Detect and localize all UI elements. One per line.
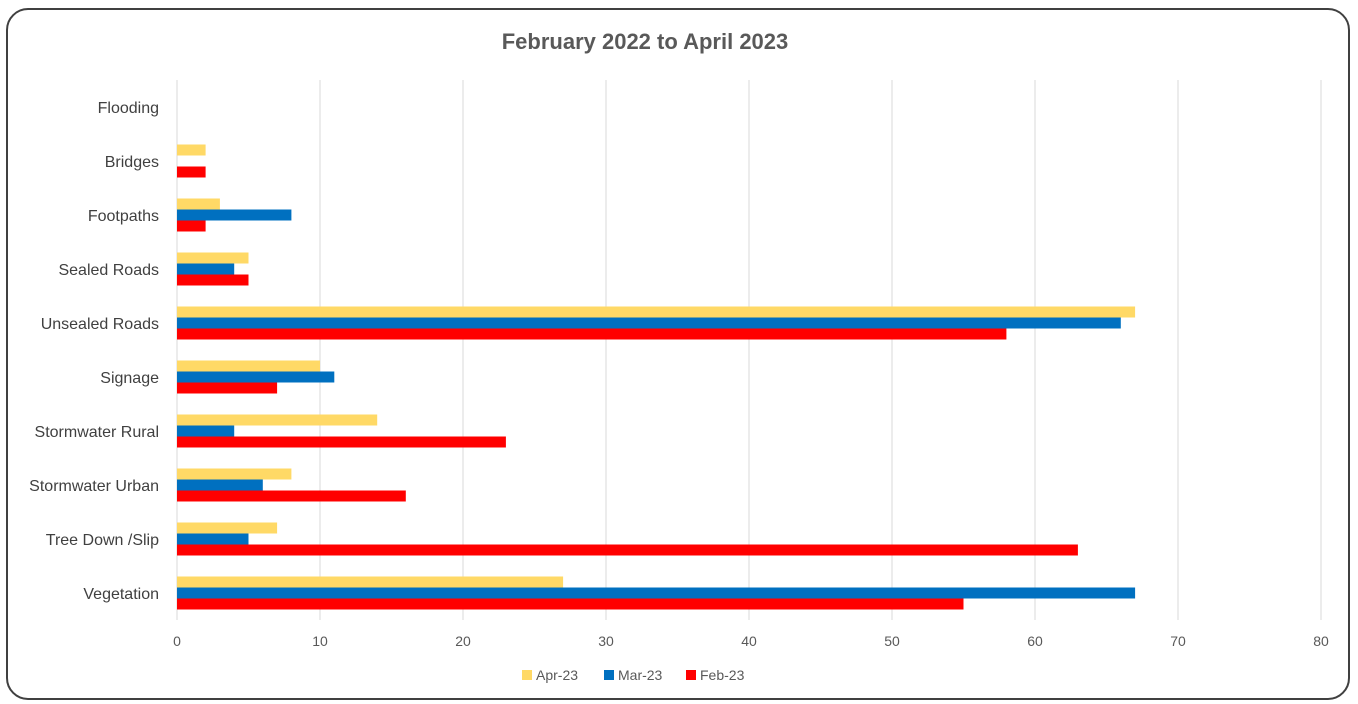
bar-feb-23-signage bbox=[177, 382, 278, 394]
category-label-unsealed-roads: Unsealed Roads bbox=[41, 316, 159, 333]
category-label-sealed-roads: Sealed Roads bbox=[58, 262, 159, 279]
x-tick-label: 20 bbox=[455, 633, 471, 649]
bar-apr-23-sealed-roads bbox=[177, 252, 249, 264]
gridlines bbox=[176, 80, 1322, 620]
bar-mar-23-vegetation bbox=[177, 587, 1136, 599]
bar-mar-23-signage bbox=[177, 371, 335, 383]
x-tick-label: 40 bbox=[741, 633, 757, 649]
bar-mar-23-footpaths bbox=[177, 209, 292, 221]
category-label-stormwater-rural: Stormwater Rural bbox=[35, 424, 159, 441]
legend-label-apr-23: Apr-23 bbox=[536, 667, 578, 683]
bar-feb-23-vegetation bbox=[177, 598, 964, 610]
legend-swatch-mar-23 bbox=[604, 670, 614, 680]
bar-feb-23-bridges bbox=[177, 166, 206, 178]
bar-apr-23-bridges bbox=[177, 144, 206, 156]
bar-apr-23-unsealed-roads bbox=[177, 306, 1136, 318]
bar-feb-23-tree-down-slip bbox=[177, 544, 1078, 556]
bar-feb-23-stormwater-urban bbox=[177, 490, 406, 502]
legend-swatch-apr-23 bbox=[522, 670, 532, 680]
bar-apr-23-stormwater-rural bbox=[177, 414, 378, 426]
bar-feb-23-footpaths bbox=[177, 220, 206, 232]
bar-apr-23-footpaths bbox=[177, 198, 220, 210]
category-label-stormwater-urban: Stormwater Urban bbox=[29, 478, 159, 495]
bar-mar-23-sealed-roads bbox=[177, 263, 235, 275]
x-tick-label: 70 bbox=[1170, 633, 1186, 649]
chart-title: February 2022 to April 2023 bbox=[502, 29, 789, 54]
category-label-footpaths: Footpaths bbox=[88, 208, 159, 225]
bars bbox=[177, 144, 1136, 610]
category-label-vegetation: Vegetation bbox=[83, 586, 159, 603]
category-labels: Flooding Bridges Footpaths Sealed Roads Unse… bbox=[29, 100, 159, 603]
category-label-bridges: Bridges bbox=[105, 154, 159, 171]
bar-apr-23-stormwater-urban bbox=[177, 468, 292, 480]
x-tick-label: 10 bbox=[312, 633, 328, 649]
bar-mar-23-stormwater-rural bbox=[177, 425, 235, 437]
bar-feb-23-stormwater-rural bbox=[177, 436, 506, 448]
category-label-signage: Signage bbox=[100, 370, 159, 387]
x-tick-label: 60 bbox=[1027, 633, 1043, 649]
x-tick-labels: 0 10 20 30 40 50 60 70 80 bbox=[173, 633, 1329, 649]
legend-label-feb-23: Feb-23 bbox=[700, 667, 745, 683]
bar-apr-23-vegetation bbox=[177, 576, 564, 588]
bar-feb-23-unsealed-roads bbox=[177, 328, 1007, 340]
x-tick-label: 30 bbox=[598, 633, 614, 649]
legend-swatch-feb-23 bbox=[686, 670, 696, 680]
legend: Apr-23 Mar-23 Feb-23 bbox=[522, 667, 745, 683]
x-tick-label: 80 bbox=[1313, 633, 1329, 649]
legend-label-mar-23: Mar-23 bbox=[618, 667, 663, 683]
bar-mar-23-stormwater-urban bbox=[177, 479, 263, 491]
category-label-flooding: Flooding bbox=[98, 100, 159, 117]
x-tick-label: 0 bbox=[173, 633, 181, 649]
bar-apr-23-tree-down-slip bbox=[177, 522, 278, 534]
bar-mar-23-unsealed-roads bbox=[177, 317, 1121, 329]
bar-mar-23-tree-down-slip bbox=[177, 533, 249, 545]
bar-feb-23-sealed-roads bbox=[177, 274, 249, 286]
bar-apr-23-signage bbox=[177, 360, 320, 372]
x-tick-label: 50 bbox=[884, 633, 900, 649]
category-label-tree-down-slip: Tree Down /Slip bbox=[46, 532, 159, 549]
